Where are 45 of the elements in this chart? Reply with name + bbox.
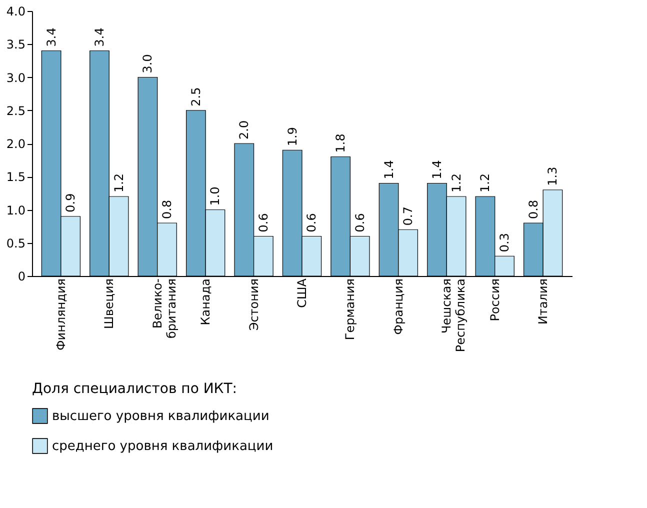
data-label: 0.6 (256, 213, 270, 232)
x-tick-label: Швеция (102, 278, 116, 329)
x-tick-label: Франция (391, 278, 406, 335)
x-tick-label: Германия (343, 278, 358, 340)
data-label: 1.2 (112, 173, 126, 192)
y-tick-label: 3.0 (6, 70, 26, 85)
data-label: 1.4 (430, 160, 444, 180)
data-label: 0.7 (401, 206, 416, 226)
data-label: 1.3 (546, 166, 560, 186)
data-label: 1.2 (478, 173, 492, 192)
x-tick-label: Эстония (246, 278, 261, 331)
x-tick-label: Финляндия (54, 278, 68, 351)
data-label: 0.3 (498, 233, 512, 252)
data-label: 0.6 (352, 213, 367, 232)
x-tick-label: Канада (198, 278, 213, 326)
legend-label: высшего уровня квалификации (52, 409, 270, 424)
y-tick-label: 0 (18, 270, 26, 284)
data-label: 3.4 (92, 28, 106, 47)
data-label: 0.8 (160, 200, 174, 219)
data-label: 2.5 (188, 87, 203, 106)
data-label: 1.0 (208, 186, 222, 206)
y-tick-label: 1.5 (6, 170, 26, 184)
y-tick-label: 3.5 (6, 38, 26, 52)
data-label: 2.0 (237, 120, 252, 140)
data-label: 3.0 (140, 54, 155, 74)
x-tick-label: Велико- британия (150, 278, 178, 339)
data-label: 0.9 (64, 193, 78, 212)
data-label: 0.6 (304, 213, 319, 232)
y-tick-label: 4.0 (6, 4, 26, 18)
data-label: 1.9 (285, 127, 300, 146)
x-tick-label: США (295, 278, 309, 308)
data-label: 3.4 (44, 28, 58, 47)
data-label: 0.8 (526, 200, 540, 219)
legend-title: Доля специалистов по ИКТ: (32, 381, 238, 397)
x-tick-label: Чешская Республика (440, 278, 468, 352)
data-label: 1.4 (382, 160, 396, 180)
legend-label: среднего уровня квалификации (52, 439, 274, 454)
x-tick-label: Россия (488, 278, 502, 322)
y-tick-label: 0.5 (6, 236, 26, 250)
data-label: 1.8 (334, 134, 348, 153)
y-tick-label: 1.0 (6, 203, 26, 218)
data-label: 1.2 (449, 173, 464, 192)
y-tick-label: 2.5 (6, 104, 26, 118)
y-tick-label: 2.0 (6, 137, 26, 151)
x-tick-label: Италия (536, 278, 550, 325)
